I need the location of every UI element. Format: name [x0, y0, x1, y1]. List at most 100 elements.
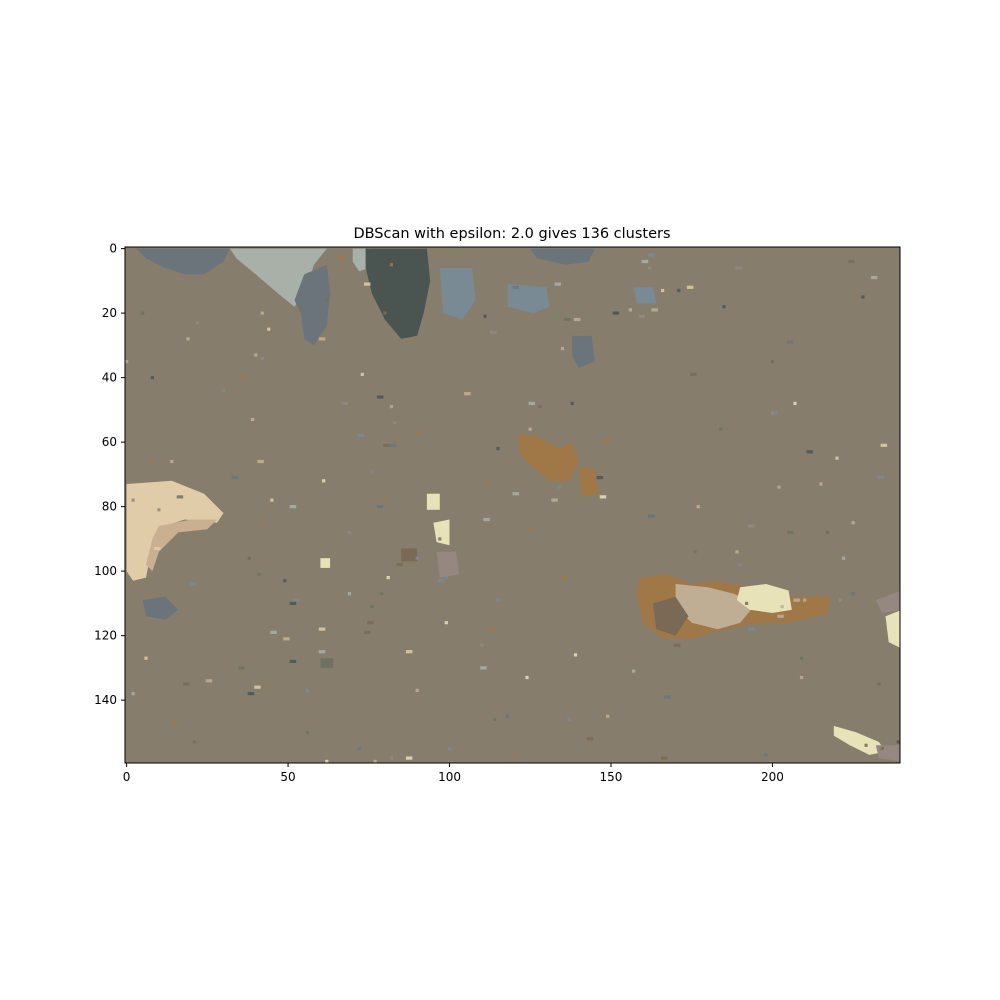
cluster-speck	[221, 388, 226, 393]
cluster-speck	[512, 285, 519, 289]
cluster-speck	[803, 598, 807, 602]
cluster-speck	[415, 556, 419, 560]
cluster-speck	[528, 527, 532, 531]
cluster-speck	[325, 298, 329, 302]
chart-title: DBScan with epsilon: 2.0 gives 136 clust…	[353, 226, 670, 242]
cluster-speck	[748, 524, 755, 528]
cluster-speck	[896, 740, 900, 744]
cluster-speck	[793, 401, 797, 405]
cluster-speck	[254, 353, 258, 357]
cluster-region-cream-right-edge	[885, 610, 900, 648]
cluster-speck	[602, 440, 610, 444]
y-tick-label: 40	[102, 371, 117, 385]
cluster-speck	[787, 340, 794, 344]
cluster-speck	[438, 579, 445, 583]
cluster-speck	[444, 621, 448, 625]
cluster-speck	[770, 411, 774, 415]
plot-background	[125, 247, 900, 763]
cluster-region-cream-bottom-right	[833, 725, 886, 755]
cluster-speck	[480, 666, 487, 670]
cluster-speck	[247, 556, 251, 560]
y-tick-label: 0	[109, 242, 117, 256]
cluster-speck	[793, 598, 800, 602]
cluster-speck	[738, 563, 742, 567]
cluster-speck	[289, 505, 297, 509]
cluster-speck	[144, 656, 148, 660]
cluster-region-cream-big	[736, 584, 792, 613]
cluster-speck	[157, 508, 161, 512]
cluster-speck	[606, 714, 610, 718]
cluster-speck	[570, 401, 574, 405]
cluster-speck	[573, 653, 578, 657]
cluster-speck	[586, 737, 594, 741]
cluster-speck	[338, 256, 345, 260]
cluster-region-ring-1	[507, 284, 550, 314]
cluster-speck	[877, 682, 881, 686]
cluster-speck	[612, 311, 620, 315]
cluster-speck	[648, 514, 655, 518]
cluster-speck	[557, 485, 561, 489]
cluster-speck	[506, 714, 510, 718]
cluster-speck	[661, 288, 665, 293]
cluster-speck	[690, 372, 697, 376]
cluster-speck	[528, 401, 536, 405]
cluster-speck	[799, 675, 804, 680]
cluster-speck	[564, 317, 571, 322]
cluster-speck	[496, 447, 500, 451]
cluster-speck	[719, 427, 723, 431]
cluster-speck	[347, 592, 351, 596]
cluster-speck	[444, 576, 448, 580]
cluster-speck	[525, 675, 529, 680]
cluster-speck	[347, 530, 351, 534]
cluster-speck	[383, 311, 387, 315]
cluster-speck	[383, 498, 387, 502]
cluster-speck	[674, 643, 681, 647]
cluster-speck	[483, 314, 487, 318]
cluster-speck	[318, 337, 326, 341]
cluster-speck	[260, 356, 264, 360]
cluster-speck	[735, 550, 739, 554]
cluster-speck	[638, 314, 645, 318]
x-tick-label: 100	[438, 770, 461, 784]
cluster-speck	[528, 427, 532, 431]
cluster-speck	[438, 537, 442, 541]
cluster-speck	[748, 627, 755, 631]
cluster-speck	[861, 295, 865, 299]
cluster-regions	[126, 248, 900, 762]
cluster-region-brown-center	[401, 548, 418, 562]
cluster-speck	[260, 311, 264, 315]
cluster-speck	[780, 605, 784, 609]
y-axis: 0 20 40 60 80 100 120 140	[94, 242, 125, 707]
cluster-speck	[560, 347, 565, 351]
cluster-speck	[154, 614, 161, 618]
cluster-speck	[722, 305, 726, 309]
x-axis: 0 50 100 150 200	[123, 763, 784, 784]
cluster-speck	[367, 621, 374, 625]
cluster-region-rust-cluster-mid	[517, 435, 579, 481]
cluster-speck	[551, 498, 558, 502]
x-tick-label: 150	[600, 770, 623, 784]
cluster-speck	[247, 692, 255, 696]
cluster-speck	[819, 482, 823, 486]
cluster-speck	[777, 485, 781, 489]
cluster-speck	[373, 759, 377, 763]
cluster-speck	[825, 530, 829, 534]
cluster-region-cream-center-2	[426, 493, 440, 510]
cluster-speck	[150, 376, 154, 380]
cluster-speck	[745, 601, 749, 605]
cluster-speck	[489, 627, 497, 631]
cluster-speck	[183, 682, 190, 686]
cluster-speck	[376, 505, 384, 509]
cluster-speck	[405, 756, 413, 760]
cluster-speck	[664, 695, 671, 699]
cluster-speck	[570, 450, 574, 454]
y-tick-label: 20	[102, 306, 117, 320]
cluster-speck	[189, 582, 197, 586]
cluster-speck	[254, 685, 261, 689]
y-tick-label: 100	[94, 564, 117, 578]
cluster-speck	[131, 498, 135, 502]
cluster-region-gray-top-right	[439, 268, 476, 320]
cluster-speck	[389, 443, 397, 447]
cluster-speck	[538, 405, 542, 409]
